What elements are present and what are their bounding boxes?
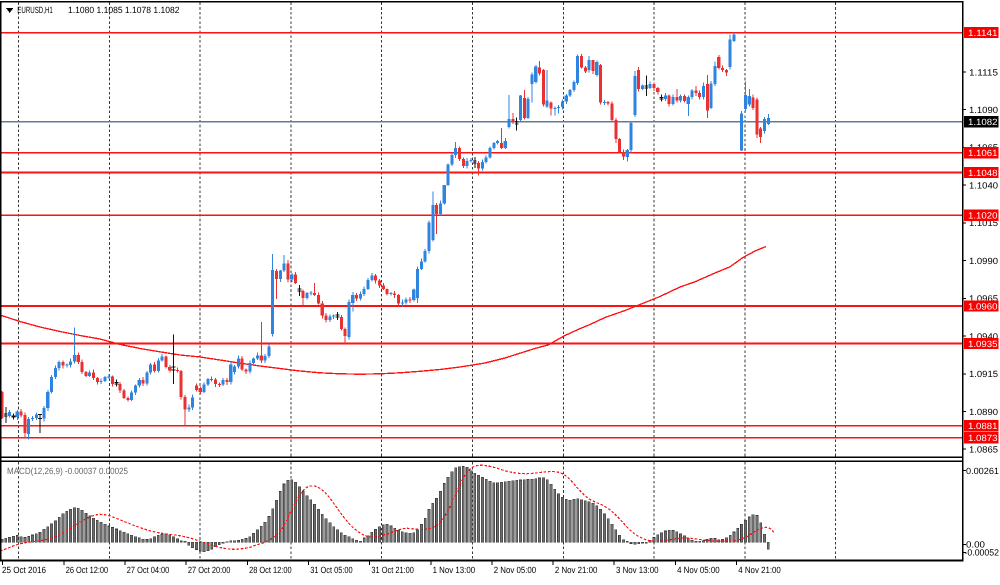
svg-text:4 Nov 21:00: 4 Nov 21:00	[738, 565, 781, 575]
svg-text:0.00261: 0.00261	[966, 466, 999, 476]
svg-text:1.0935: 1.0935	[968, 339, 998, 349]
svg-text:1.1015: 1.1015	[969, 218, 998, 228]
svg-text:1.0960: 1.0960	[968, 301, 998, 311]
svg-text:1.1115: 1.1115	[969, 67, 998, 77]
svg-text:EURUSD,H1: EURUSD,H1	[17, 5, 53, 15]
svg-text:1.1080 1.1085 1.1078 1.1082: 1.1080 1.1085 1.1078 1.1082	[68, 5, 180, 15]
svg-text:2 Nov 05:00: 2 Nov 05:00	[494, 565, 537, 575]
svg-text:3 Nov 13:00: 3 Nov 13:00	[616, 565, 659, 575]
svg-text:25 Oct 2016: 25 Oct 2016	[2, 565, 46, 575]
svg-text:26 Oct 12:00: 26 Oct 12:00	[66, 565, 109, 575]
svg-text:1.1020: 1.1020	[968, 211, 998, 221]
svg-text:1.0915: 1.0915	[969, 369, 998, 379]
svg-text:1.1082: 1.1082	[968, 117, 998, 127]
svg-text:1.1040: 1.1040	[969, 181, 998, 191]
svg-text:31 Oct 05:00: 31 Oct 05:00	[310, 565, 353, 575]
svg-text:28 Oct 12:00: 28 Oct 12:00	[249, 565, 292, 575]
svg-text:1.1061: 1.1061	[968, 148, 998, 158]
svg-text:4 Nov 05:00: 4 Nov 05:00	[677, 565, 720, 575]
svg-text:1.1141: 1.1141	[968, 28, 998, 38]
svg-text:27 Oct 04:00: 27 Oct 04:00	[127, 565, 170, 575]
svg-text:1.0940: 1.0940	[969, 331, 998, 341]
svg-text:1 Nov 13:00: 1 Nov 13:00	[433, 565, 476, 575]
svg-text:1.0965: 1.0965	[969, 294, 998, 304]
svg-text:2 Nov 21:00: 2 Nov 21:00	[555, 565, 598, 575]
svg-text:1.0990: 1.0990	[969, 256, 998, 266]
svg-text:1.0890: 1.0890	[969, 407, 998, 417]
svg-text:0.00: 0.00	[966, 540, 985, 550]
svg-text:27 Oct 20:00: 27 Oct 20:00	[188, 565, 231, 575]
svg-text:31 Oct 21:00: 31 Oct 21:00	[371, 565, 414, 575]
svg-text:MACD(12,26,9) -0.00037 0.00025: MACD(12,26,9) -0.00037 0.00025	[7, 466, 128, 476]
svg-text:1.0865: 1.0865	[969, 445, 998, 455]
svg-text:-0.00052: -0.00052	[965, 548, 1000, 558]
svg-text:1.0881: 1.0881	[968, 421, 998, 431]
svg-text:1.1048: 1.1048	[968, 168, 998, 178]
svg-text:1.0873: 1.0873	[968, 433, 998, 443]
svg-text:1.1090: 1.1090	[969, 105, 998, 115]
